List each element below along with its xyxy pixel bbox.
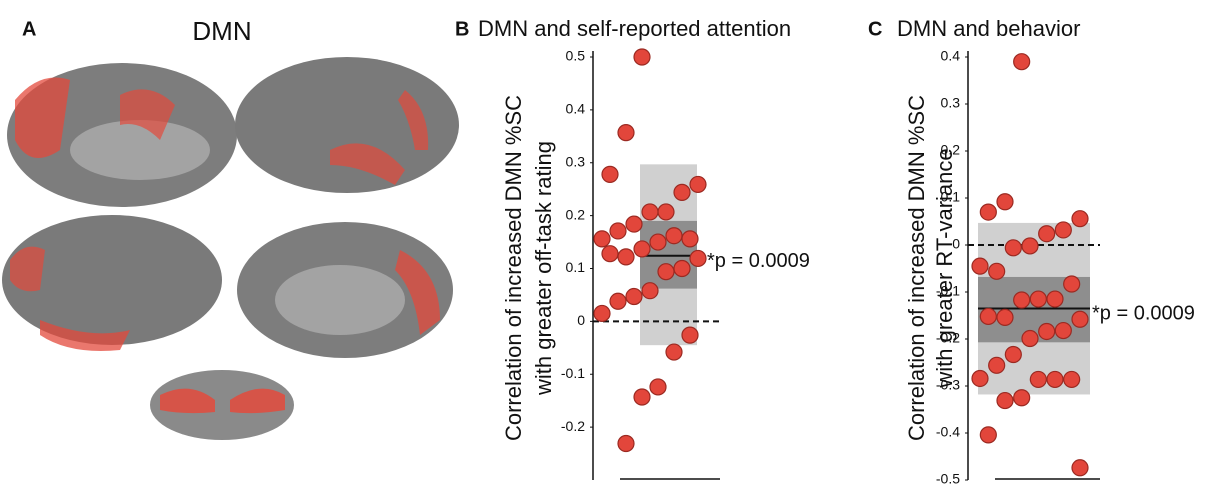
- data-point: [666, 344, 682, 360]
- data-point: [1022, 238, 1038, 254]
- data-point: [618, 249, 634, 265]
- y-axis-label: with greater RT-variance: [932, 148, 957, 388]
- data-point: [1047, 371, 1063, 387]
- data-point: [626, 216, 642, 232]
- y-axis-label: Correlation of increased DMN %SC: [904, 95, 929, 441]
- data-point: [1072, 460, 1088, 476]
- data-point: [650, 379, 666, 395]
- y-tick-label: -0.2: [561, 418, 585, 434]
- data-point: [1014, 292, 1030, 308]
- data-point: [989, 263, 1005, 279]
- panel-title: DMN: [192, 16, 251, 46]
- data-point: [997, 393, 1013, 409]
- y-tick-label: -0.3: [936, 377, 960, 393]
- data-point: [1039, 226, 1055, 242]
- chart-title: DMN and behavior: [897, 16, 1080, 41]
- data-point: [690, 176, 706, 192]
- data-point: [626, 289, 642, 305]
- y-tick-label: -0.1: [561, 365, 585, 381]
- data-point: [1072, 311, 1088, 327]
- data-point: [602, 246, 618, 262]
- data-point: [980, 204, 996, 220]
- annotation: *p = 0.0009: [1092, 303, 1195, 325]
- data-point: [997, 309, 1013, 325]
- data-point: [658, 204, 674, 220]
- data-point: [618, 125, 634, 141]
- data-point: [618, 436, 634, 452]
- data-point: [1005, 240, 1021, 256]
- data-point: [634, 389, 650, 405]
- y-tick-label: -0.1: [936, 283, 960, 299]
- data-point: [610, 223, 626, 239]
- y-tick-label: 0: [952, 236, 960, 252]
- panel-label: B: [455, 18, 469, 40]
- data-point: [594, 231, 610, 247]
- data-point: [1014, 390, 1030, 406]
- y-tick-label: 0.2: [941, 142, 961, 158]
- data-point: [997, 194, 1013, 210]
- data-point: [1022, 331, 1038, 347]
- y-tick-label: 0.3: [566, 153, 586, 169]
- y-tick-label: 0.1: [941, 189, 961, 205]
- data-point: [594, 305, 610, 321]
- data-point: [972, 370, 988, 386]
- data-point: [666, 228, 682, 244]
- data-point: [1030, 371, 1046, 387]
- data-point: [634, 241, 650, 257]
- data-point: [674, 184, 690, 200]
- data-point: [989, 357, 1005, 373]
- data-point: [650, 234, 666, 250]
- data-point: [602, 166, 618, 182]
- data-point: [1064, 371, 1080, 387]
- annotation: *p = 0.0009: [707, 250, 810, 272]
- y-tick-label: 0.4: [566, 101, 586, 117]
- y-tick-label: 0: [577, 312, 585, 328]
- y-axis-label: Correlation of increased DMN %SC: [501, 95, 526, 441]
- data-point: [1064, 276, 1080, 292]
- y-tick-label: 0.4: [941, 48, 961, 64]
- data-point: [1047, 291, 1063, 307]
- data-point: [690, 250, 706, 266]
- y-tick-label: 0.2: [566, 206, 586, 222]
- figure: A DMN B DMN and self-reported attention Co…: [0, 0, 1231, 485]
- data-point: [610, 293, 626, 309]
- data-point: [642, 204, 658, 220]
- data-point: [1072, 211, 1088, 227]
- data-point: [682, 231, 698, 247]
- y-axis-label: with greater off-task rating: [531, 141, 556, 396]
- y-tick-label: 0.1: [566, 259, 586, 275]
- y-tick-label: 0.3: [941, 95, 961, 111]
- data-point: [1014, 54, 1030, 70]
- panel-label: C: [868, 18, 882, 40]
- data-point: [658, 264, 674, 280]
- data-point: [1055, 222, 1071, 238]
- data-point: [980, 308, 996, 324]
- data-point: [1030, 291, 1046, 307]
- panel-label: A: [22, 18, 36, 40]
- data-point: [634, 49, 650, 65]
- data-point: [1005, 347, 1021, 363]
- y-tick-label: -0.4: [936, 424, 960, 440]
- chart-title: DMN and self-reported attention: [478, 16, 791, 41]
- y-tick-label: -0.5: [936, 471, 960, 485]
- data-point: [642, 283, 658, 299]
- data-point: [972, 258, 988, 274]
- data-point: [980, 427, 996, 443]
- data-point: [674, 261, 690, 277]
- y-tick-label: -0.2: [936, 330, 960, 346]
- data-point: [1039, 323, 1055, 339]
- y-tick-label: 0.5: [566, 48, 586, 64]
- brain-images: [2, 57, 459, 440]
- data-point: [682, 327, 698, 343]
- data-point: [1055, 323, 1071, 339]
